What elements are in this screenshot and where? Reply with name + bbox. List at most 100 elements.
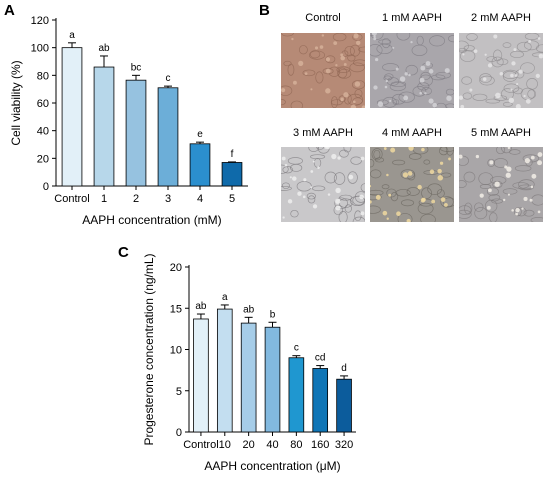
cell-dot — [352, 100, 356, 104]
cell-outline — [412, 86, 427, 97]
cell-dot — [530, 155, 535, 160]
cell-dot — [420, 65, 426, 71]
cell-outline — [502, 101, 513, 107]
cell-outline — [386, 188, 397, 198]
cell-outline — [459, 40, 469, 52]
cell-dot — [325, 88, 331, 94]
cell-dot — [289, 176, 292, 179]
cell-outline — [332, 33, 347, 42]
micrograph-texture — [370, 147, 454, 222]
cell-outline — [381, 184, 390, 190]
cell-outline — [492, 49, 503, 62]
x-tick-label: 4 — [197, 193, 203, 205]
cell-dot — [511, 61, 516, 66]
cell-dot — [360, 156, 365, 161]
micrograph-label: 1 mM AAPH — [382, 12, 442, 24]
cell-dot — [370, 200, 372, 204]
cell-dot — [373, 35, 376, 38]
cell-dot — [386, 173, 389, 177]
cell-dot — [298, 60, 304, 66]
significance-letter: ab — [195, 301, 207, 312]
cell-dot — [537, 160, 543, 166]
cell-dot — [523, 94, 526, 98]
significance-letter: ab — [98, 43, 110, 54]
cell-outline — [333, 205, 344, 216]
cell-outline — [308, 50, 326, 60]
x-tick-label: 1 — [101, 193, 107, 205]
x-tick-label: 40 — [266, 439, 278, 451]
cell-outline — [500, 147, 512, 154]
micrograph-texture — [281, 33, 365, 108]
cell-dot — [487, 188, 492, 193]
significance-letter: ab — [243, 304, 255, 315]
cell-outline — [530, 217, 543, 222]
cell-outline — [518, 179, 535, 190]
cell-outline — [502, 70, 518, 82]
cell-outline — [417, 202, 434, 215]
cell-dot — [530, 185, 534, 189]
cell-dot — [462, 53, 465, 56]
cell-dot — [399, 76, 406, 82]
cell-outline — [308, 147, 320, 152]
cell-outline — [373, 149, 381, 160]
cell-dot — [395, 67, 399, 71]
cell-outline — [474, 202, 484, 212]
bar — [216, 308, 233, 433]
cell-dot — [291, 37, 294, 41]
cell-dot — [331, 153, 337, 160]
cell-dot — [282, 216, 285, 219]
cell-dot — [515, 104, 521, 108]
cell-dot — [389, 99, 392, 103]
cell-dot — [515, 207, 520, 213]
cell-outline — [281, 33, 294, 37]
cell-outline — [338, 211, 348, 222]
cell-outline — [290, 100, 303, 108]
cell-outline — [322, 68, 334, 75]
cell-dot — [390, 147, 396, 153]
micrograph-image — [370, 147, 454, 222]
cell-dot — [537, 210, 541, 214]
cell-outline — [283, 60, 292, 67]
cell-dot — [343, 63, 347, 66]
cell-outline — [484, 199, 498, 213]
cell-dot — [319, 45, 324, 49]
cell-dot — [437, 168, 442, 174]
micrograph-image — [370, 33, 454, 108]
bar — [157, 87, 179, 187]
cell-dot — [337, 156, 341, 160]
bar — [312, 368, 329, 433]
x-tick-label: 320 — [335, 439, 353, 451]
cell-dot — [340, 99, 343, 102]
cell-outline — [531, 194, 543, 206]
cell-outline — [516, 41, 532, 52]
cell-outline — [325, 55, 336, 64]
cell-dot — [469, 88, 473, 92]
cell-dot — [281, 156, 286, 161]
cell-outline — [330, 99, 343, 106]
cell-outline — [440, 172, 452, 178]
cell-dot — [348, 174, 354, 180]
cell-dot — [507, 193, 510, 196]
cell-dot — [524, 158, 530, 164]
cell-outline — [416, 35, 424, 46]
panel-label-a: A — [4, 2, 15, 19]
cell-outline — [503, 83, 520, 93]
cell-outline — [502, 188, 518, 195]
cell-outline — [478, 172, 494, 185]
cell-outline — [397, 213, 413, 222]
cell-outline — [316, 147, 325, 150]
cell-outline — [281, 98, 286, 106]
cell-dot — [525, 98, 531, 104]
cell-outline — [298, 45, 308, 55]
cell-outline — [331, 96, 338, 108]
bar — [125, 79, 147, 187]
bar — [288, 357, 305, 433]
cell-dot — [499, 71, 504, 76]
cell-dot — [310, 88, 313, 91]
cell-dot — [489, 160, 494, 165]
cell-dot — [511, 209, 514, 212]
cell-outline — [520, 62, 535, 74]
cell-dot — [537, 152, 543, 157]
cell-outline — [370, 159, 375, 168]
cell-dot — [360, 211, 365, 216]
